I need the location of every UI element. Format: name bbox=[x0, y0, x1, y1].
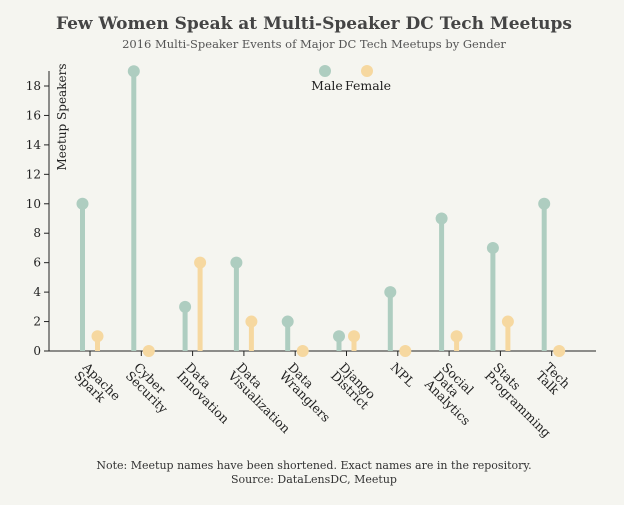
y-tick-label: 0 bbox=[33, 344, 41, 358]
y-tick-label: 8 bbox=[33, 226, 41, 240]
female-point bbox=[91, 330, 104, 343]
y-tick-label: 12 bbox=[26, 167, 41, 181]
male-point bbox=[486, 241, 499, 254]
data-marks bbox=[76, 65, 566, 357]
y-tick-label: 14 bbox=[26, 138, 42, 152]
legend-male-marker bbox=[319, 65, 331, 77]
axes: 0 2 4 6 8 10 12 14 16 18 Meetup Speakers ApacheSpar… bbox=[26, 64, 596, 440]
legend-female-label: Female bbox=[345, 78, 391, 93]
x-tick-label: DjangoDistrict bbox=[328, 360, 381, 413]
footer-note: Note: Meetup names have been shortened. … bbox=[96, 459, 531, 472]
x-tick-label: DataInnovation bbox=[174, 360, 241, 427]
y-tick-label: 6 bbox=[33, 256, 41, 270]
x-tick-label-line: NPL bbox=[388, 360, 418, 390]
x-tick-label: ApacheSpark bbox=[71, 359, 124, 412]
legend-female-marker bbox=[361, 65, 373, 77]
x-tick-label: SocialDataAnalytics bbox=[421, 359, 490, 428]
y-tick-label: 16 bbox=[26, 108, 41, 122]
male-point bbox=[76, 197, 89, 210]
y-tick-label: 10 bbox=[26, 197, 41, 211]
female-point bbox=[553, 345, 566, 357]
legend: Male Female bbox=[311, 65, 391, 93]
x-tick-label: DataWranglers bbox=[277, 360, 342, 425]
y-tick-label: 18 bbox=[26, 79, 41, 93]
y-tick-label: 2 bbox=[33, 315, 41, 329]
chart-title: Few Women Speak at Multi-Speaker DC Tech… bbox=[56, 14, 572, 34]
female-point bbox=[348, 330, 360, 343]
legend-male-label: Male bbox=[311, 78, 343, 93]
y-axis-title: Meetup Speakers bbox=[55, 64, 69, 171]
male-point bbox=[281, 315, 294, 328]
female-point bbox=[245, 315, 258, 328]
female-point bbox=[296, 345, 309, 357]
male-point bbox=[435, 212, 448, 225]
male-point bbox=[127, 65, 140, 78]
male-point bbox=[179, 300, 192, 313]
x-tick-label: NPL bbox=[388, 360, 418, 390]
male-point bbox=[384, 286, 397, 299]
female-point bbox=[399, 345, 412, 357]
female-point bbox=[194, 256, 207, 269]
x-tick-label: TechTalk bbox=[533, 360, 573, 400]
chart-subtitle: 2016 Multi-Speaker Events of Major DC Te… bbox=[122, 37, 506, 51]
y-tick-label: 4 bbox=[33, 285, 41, 299]
female-point bbox=[501, 315, 514, 328]
footer-source: Source: DataLensDC, Meetup bbox=[231, 473, 397, 486]
male-point bbox=[333, 330, 345, 343]
male-point bbox=[230, 256, 243, 269]
male-point bbox=[538, 197, 551, 210]
x-tick-label: CyberSecurity bbox=[123, 360, 180, 417]
female-point bbox=[450, 330, 463, 343]
female-point bbox=[142, 345, 155, 357]
